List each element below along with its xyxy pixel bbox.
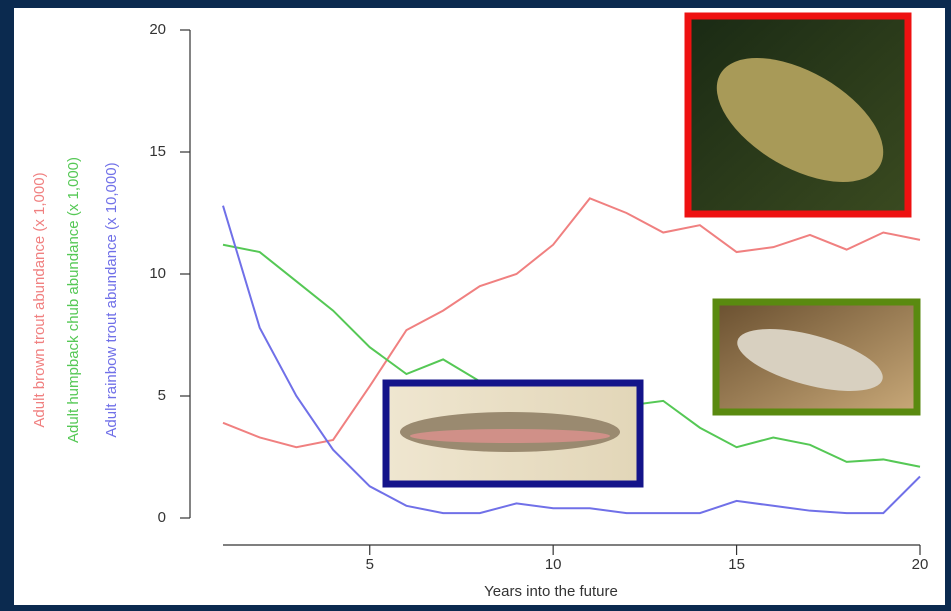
humpback-chub-photo	[712, 298, 921, 416]
rainbow-trout-photo	[382, 379, 644, 488]
series-line	[222, 205, 921, 515]
y-axis-label: Adult brown trout abundance (x 1,000)	[31, 172, 48, 427]
x-tick-label: 5	[366, 556, 374, 573]
y-tick-label: 20	[149, 21, 166, 38]
y-axis-label: Adult rainbow trout abundance (x 10,000)	[103, 162, 120, 437]
y-tick-label: 10	[149, 265, 166, 282]
y-tick-label: 5	[158, 387, 166, 404]
y-axis-label: Adult humpback chub abundance (x 1,000)	[65, 157, 82, 443]
x-tick-label: 20	[912, 556, 929, 573]
brown-trout-photo	[684, 12, 912, 218]
x-axis-label: Years into the future	[484, 583, 618, 600]
y-tick-label: 15	[149, 143, 166, 160]
y-tick-label: 0	[158, 509, 166, 526]
series-line	[222, 197, 921, 449]
x-tick-label: 10	[545, 556, 562, 573]
x-tick-label: 15	[728, 556, 745, 573]
